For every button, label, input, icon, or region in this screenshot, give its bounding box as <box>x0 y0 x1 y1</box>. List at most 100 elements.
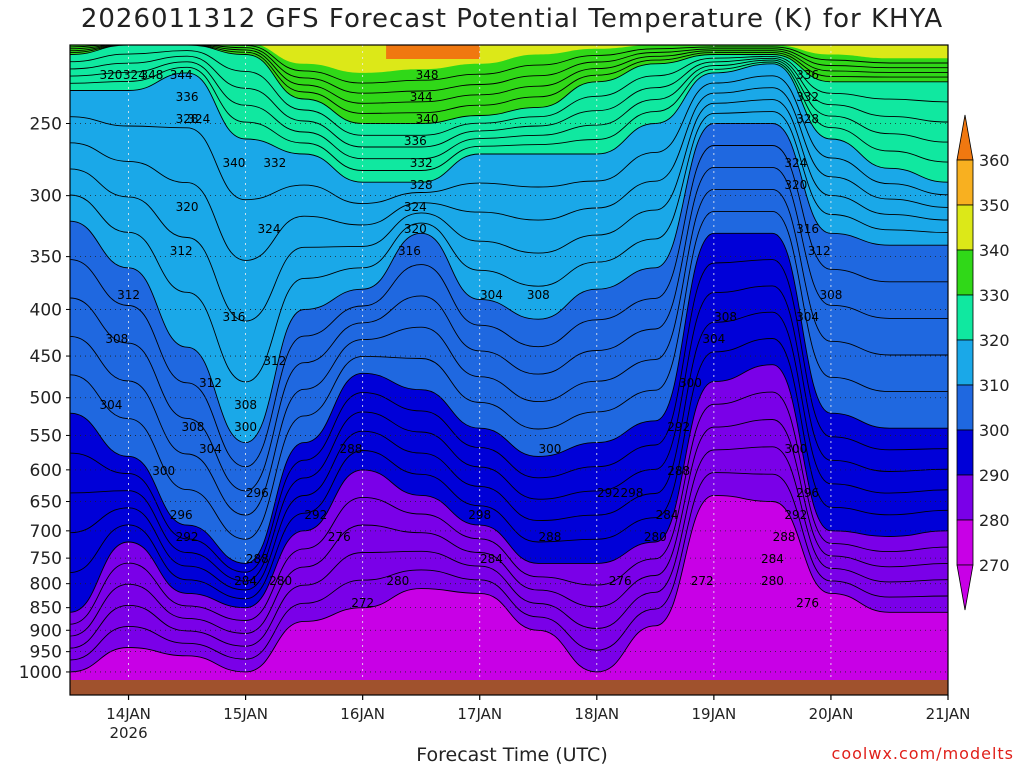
contour-label: 328 <box>176 112 199 126</box>
y-tick-label: 650 <box>30 493 62 513</box>
contour-label: 336 <box>176 90 199 104</box>
contour-label: 288 <box>246 552 269 566</box>
contour-label: 316 <box>796 222 819 236</box>
isentrope-line <box>70 59 948 160</box>
contour-label: 288 <box>667 464 690 478</box>
y-tick-label: 250 <box>30 115 62 135</box>
isentrope-line <box>70 232 948 564</box>
y-tick-label: 750 <box>30 549 62 569</box>
contour-label: 304 <box>702 332 725 346</box>
isentrope-line <box>70 364 948 613</box>
contour-label: 332 <box>410 156 433 170</box>
contour-label: 284 <box>480 552 503 566</box>
colorbar-label: 340 <box>979 241 1010 260</box>
isentrope-line <box>70 419 948 637</box>
contour-label: 308 <box>714 310 737 324</box>
isentrope-line <box>70 188 948 516</box>
contour-label: 304 <box>796 310 819 324</box>
isentrope-line <box>70 99 948 322</box>
y-tick-label: 350 <box>30 248 62 268</box>
colorbar-extend-top <box>956 114 974 161</box>
contour-label: 304 <box>480 288 503 302</box>
contour-label: 308 <box>819 288 842 302</box>
band-330 <box>70 45 948 124</box>
isentrope-line <box>70 45 948 94</box>
contour-label: 300 <box>539 442 562 456</box>
y-tick-label: 950 <box>30 643 62 663</box>
contour-label: 312 <box>170 244 193 258</box>
x-axis-label: Forecast Time (UTC) <box>416 744 608 766</box>
colorbar-segment <box>956 519 974 566</box>
isentrope-line <box>70 210 948 540</box>
x-tick-year: 2026 <box>109 724 147 742</box>
contour-label: 308 <box>234 398 257 412</box>
colorbar-label: 350 <box>979 196 1010 215</box>
contour-label: 292 <box>176 530 199 544</box>
contour-label: 308 <box>527 288 550 302</box>
contour-label: 312 <box>199 376 222 390</box>
ground-strip <box>70 680 948 695</box>
credit-link[interactable]: coolwx.com/modelts <box>831 744 1014 763</box>
colorbar-label: 310 <box>979 376 1010 395</box>
x-tick-label: 21JAN <box>926 705 971 723</box>
contour-label: 316 <box>398 244 421 258</box>
colorbar-extend-bottom <box>956 564 974 611</box>
y-tick-label: 400 <box>30 300 62 320</box>
contour-label: 328 <box>796 112 819 126</box>
x-tick-label: 16JAN <box>340 705 385 723</box>
contour-label: 298 <box>620 486 643 500</box>
contour-label: 288 <box>340 442 363 456</box>
contour-label: 348 <box>140 68 163 82</box>
contour-label: 280 <box>269 574 292 588</box>
isentrope-line <box>70 45 948 104</box>
chart-title: 2026011312 GFS Forecast Potential Temper… <box>80 4 944 34</box>
y-tick-label: 450 <box>30 347 62 367</box>
isentrope-line <box>70 259 948 573</box>
contour-label: 276 <box>796 596 819 610</box>
contour-label: 324 <box>784 156 807 170</box>
isentrope-line <box>70 55 948 148</box>
x-tick-label: 20JAN <box>809 705 854 723</box>
y-tick-label: 500 <box>30 389 62 409</box>
y-tick-label: 850 <box>30 599 62 619</box>
isentrope-line <box>70 285 948 582</box>
band-360-cap <box>386 45 480 59</box>
x-tick-label: 18JAN <box>574 705 619 723</box>
isentrope-line <box>70 494 948 673</box>
contour-label: 320 <box>404 222 427 236</box>
x-tick-label: 17JAN <box>457 705 502 723</box>
isentrope-line <box>70 311 948 591</box>
y-tick-label: 300 <box>30 187 62 207</box>
y-tick-label: 600 <box>30 461 62 481</box>
contour-label: 348 <box>416 68 439 82</box>
contour-label: 298 <box>468 508 491 522</box>
contour-label: 308 <box>181 420 204 434</box>
contour-label: 296 <box>246 486 269 500</box>
contour-label: 296 <box>796 486 819 500</box>
isentrope-line <box>70 61 948 171</box>
contour-label: 296 <box>170 508 193 522</box>
contour-label: 340 <box>416 112 439 126</box>
isentrope-line <box>70 338 948 600</box>
isentrope-line <box>70 391 948 625</box>
contour-label: 300 <box>784 442 807 456</box>
colorbar-label: 270 <box>979 556 1010 575</box>
isentrope-line <box>70 50 948 136</box>
isentrope-line <box>70 446 948 649</box>
contour-label: 328 <box>410 178 433 192</box>
plot-frame <box>69 44 949 696</box>
colorbar-label: 290 <box>979 466 1010 485</box>
x-tick-label: 19JAN <box>691 705 736 723</box>
contour-label: 332 <box>796 90 819 104</box>
isentrope-line <box>70 111 948 383</box>
contour-label: 304 <box>100 398 123 412</box>
contour-label: 324 <box>187 112 210 126</box>
isentrope-line <box>70 166 948 492</box>
y-tick-label: 800 <box>30 575 62 595</box>
contour-label: 336 <box>796 68 819 82</box>
contour-label: 300 <box>152 464 175 478</box>
colorbar-segment <box>956 474 974 521</box>
isentrope-line <box>70 45 948 114</box>
contour-label: 284 <box>656 508 679 522</box>
